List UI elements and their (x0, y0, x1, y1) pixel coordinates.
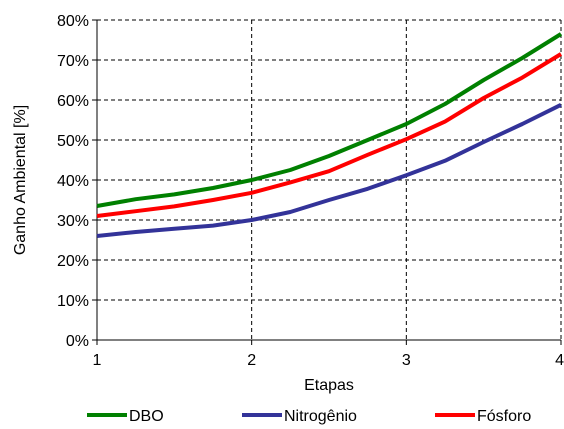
y-tick-label: 60% (57, 93, 89, 110)
series-line-nitrogenio (96, 103, 562, 238)
x-tick-label: 2 (247, 352, 256, 369)
x-tick-label: 1 (93, 352, 102, 369)
y-tick-label: 70% (57, 53, 89, 70)
grid-lines (97, 19, 562, 340)
x-tick-label: 3 (402, 352, 411, 369)
y-tick-label: 40% (57, 173, 89, 190)
legend: DBO Nitrogênio Fósforo (87, 408, 531, 425)
x-tick-label: 4 (555, 352, 564, 369)
axes (92, 19, 562, 345)
y-tick-label: 0% (66, 333, 89, 350)
series-line-dbo (96, 32, 563, 208)
x-axis-label: Etapas (304, 377, 354, 394)
legend-label-dbo: DBO (129, 408, 164, 425)
y-tick-labels: 0% 10% 20% 30% 40% 50% 60% 70% 80% (57, 13, 89, 350)
y-tick-label: 30% (57, 213, 89, 230)
data-series (96, 32, 563, 238)
y-tick-label: 50% (57, 133, 89, 150)
y-tick-label: 20% (57, 253, 89, 270)
series-line-fosforo (96, 52, 563, 218)
legend-label-fosforo: Fósforo (477, 408, 531, 425)
y-tick-label: 10% (57, 293, 89, 310)
x-tick-labels: 1 2 3 4 (93, 352, 564, 369)
legend-label-nitrogenio: Nitrogênio (284, 408, 357, 425)
y-axis-label: Ganho Ambiental [%] (12, 105, 29, 255)
y-tick-label: 80% (57, 13, 89, 30)
